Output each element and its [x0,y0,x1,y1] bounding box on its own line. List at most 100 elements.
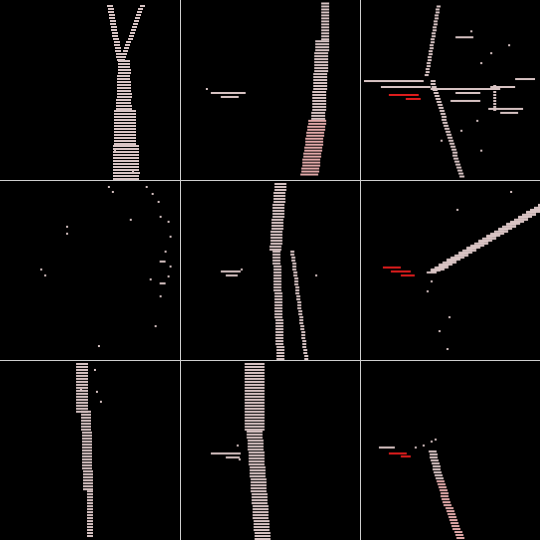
voxel [113,172,139,174]
voxel [478,240,489,243]
voxel [76,365,89,368]
voxel [445,507,454,510]
voxel [116,53,122,55]
voxel [244,407,265,410]
voxel [154,325,157,328]
voxel [301,167,320,170]
voxel [126,41,131,43]
voxel [248,463,265,466]
voxel [87,508,93,511]
voxel [453,157,459,160]
voxel [493,105,497,108]
voxel [76,395,89,398]
voxel [118,66,130,68]
voxel [458,172,464,175]
voxel [314,67,329,70]
voxel [244,371,265,374]
voxel [308,122,327,125]
voxel [275,340,284,343]
voxel [321,32,330,35]
voxel [107,185,110,188]
voxel [272,262,281,265]
voxel [145,185,148,188]
voxel [431,462,440,465]
voxel [429,44,434,47]
voxel [44,274,47,277]
voxel [272,256,281,259]
voxel [114,125,136,127]
voxel [272,209,285,212]
voxel [249,466,266,469]
voxel [81,410,91,413]
voxel [435,477,444,480]
voxel [76,374,89,377]
voxel [251,502,268,505]
voxel [450,256,465,259]
voxel [431,86,437,89]
voxel [111,190,114,193]
voxel [81,422,91,425]
voxel [314,55,329,58]
voxel [273,265,282,268]
voxel [273,197,286,200]
voxel [428,53,433,56]
voxel [149,278,152,281]
voxel [273,191,286,194]
voxel [125,44,130,46]
voxel [302,340,307,343]
voxel [128,38,133,40]
voxel [510,190,513,193]
voxel [244,383,265,386]
voxel [321,8,330,11]
voxel [250,487,267,490]
voxel [81,413,91,416]
voxel [294,277,299,280]
voxel [510,221,521,224]
voxel [302,161,321,164]
voxel [250,484,267,487]
voxel [76,371,89,374]
voxel [435,8,440,11]
voxel [302,158,321,161]
voxel [274,301,283,304]
voxel [117,78,130,80]
voxel [446,348,449,351]
voxel [113,178,139,180]
voxel [114,128,136,130]
voxel [270,239,283,242]
voxel [272,215,285,218]
voxel [321,14,330,17]
voxel-trunk-split-lower-icon [220,182,318,360]
voxel [275,319,284,322]
voxel [458,252,469,255]
voxel [113,163,139,165]
voxel [303,352,308,355]
voxel [87,496,93,499]
voxel [87,490,93,493]
grid-divider-horizontal-2 [0,360,540,361]
voxel [122,53,127,55]
voxel [304,146,323,149]
voxel [300,328,305,331]
voxel [272,250,281,253]
voxel [434,94,440,97]
voxel [236,444,239,447]
voxel [249,472,266,475]
voxel [244,377,265,380]
voxel [120,172,122,174]
voxel [137,11,142,13]
voxel [450,145,456,148]
voxel [87,493,93,496]
voxel [530,209,540,212]
voxel [76,404,89,407]
voxel [321,35,330,38]
voxel [430,440,433,443]
voxel [493,88,497,90]
voxel [113,157,139,159]
voxel [426,271,437,274]
voxel [490,86,516,89]
voxel [83,482,93,485]
voxel [299,322,304,325]
voxel [254,538,271,540]
voxel [312,108,327,111]
